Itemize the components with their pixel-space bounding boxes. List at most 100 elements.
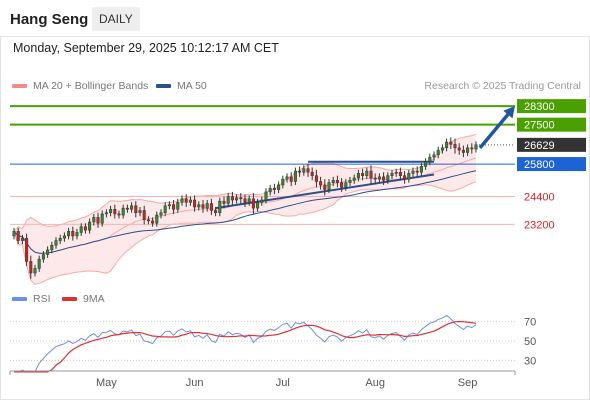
x-tick-label: Aug (365, 377, 385, 389)
instrument-title: Hang Seng (10, 11, 89, 28)
candle-body (285, 176, 289, 180)
candle-body (226, 196, 230, 204)
candle (46, 246, 50, 258)
candle-body (373, 177, 377, 180)
candle (319, 176, 323, 190)
candle-body (172, 204, 176, 210)
level-label-25800: 25800 (524, 159, 555, 171)
candle-body (419, 166, 423, 173)
candle (214, 206, 218, 217)
candle (201, 200, 205, 213)
candle (310, 167, 314, 181)
candle (12, 227, 16, 240)
candle (445, 138, 449, 152)
candle-body (298, 170, 302, 173)
candle (218, 197, 222, 217)
candle-body (310, 171, 314, 176)
bollinger-bands (13, 133, 477, 285)
candle-body (352, 177, 356, 181)
candle (352, 174, 356, 184)
candle (428, 153, 432, 166)
candle-body (432, 154, 436, 158)
candle-body (260, 199, 264, 203)
x-tick-label: May (96, 377, 117, 389)
x-tick-label: Sep (458, 377, 478, 389)
candle (121, 204, 125, 219)
candle-body (20, 238, 24, 241)
candle-body (92, 217, 96, 223)
candle (142, 205, 146, 225)
candle (453, 138, 457, 154)
candle (256, 198, 260, 212)
candle-body (306, 168, 310, 173)
candle (289, 172, 293, 187)
candle-body (331, 180, 335, 183)
candle-body (289, 176, 293, 182)
candle (298, 166, 302, 177)
candle (365, 167, 369, 180)
candle-body (356, 173, 360, 179)
rsi-tick-label: 50 (524, 336, 536, 348)
candle (41, 251, 45, 263)
candle (205, 200, 209, 212)
rsi-tick-label: 70 (524, 317, 536, 329)
candle-body (445, 141, 449, 149)
candle-body (319, 181, 323, 186)
candle (356, 169, 360, 182)
candle-body (424, 161, 428, 167)
candle (470, 143, 474, 154)
candle (83, 223, 87, 234)
level-tag-26629 (517, 137, 586, 152)
candle (461, 145, 465, 158)
x-tick-label: Jul (276, 377, 290, 389)
candle-body (230, 196, 234, 201)
candle-body (142, 210, 146, 220)
candle (25, 233, 29, 267)
candle (268, 184, 272, 196)
forecast-arrow-head (503, 106, 515, 119)
candle-body (138, 210, 142, 214)
timeframe-badge[interactable]: DAILY (92, 7, 140, 31)
candle-body (58, 238, 62, 241)
candle (403, 171, 407, 184)
candle-body (466, 147, 470, 153)
candle-body (54, 240, 58, 246)
candle-body (71, 231, 75, 237)
candle (33, 264, 37, 277)
candle-body (130, 205, 134, 210)
candle (209, 198, 213, 216)
candle-body (327, 182, 331, 190)
candle (16, 227, 20, 245)
candle (188, 196, 192, 206)
candle (100, 210, 104, 227)
candle-body (314, 175, 318, 182)
candle (20, 234, 24, 245)
candle-body (457, 147, 461, 151)
candle (226, 193, 230, 207)
candle-body (83, 226, 87, 231)
candle-body (37, 258, 41, 269)
candle (96, 212, 100, 228)
candle (432, 151, 436, 161)
candle (239, 193, 243, 204)
level-label-28300: 28300 (524, 101, 555, 113)
x-tick-label: Jun (186, 377, 204, 389)
candle-body (243, 198, 247, 203)
candle (335, 175, 339, 188)
candle-body (281, 178, 285, 186)
candle (159, 209, 163, 219)
candle-body (104, 212, 108, 215)
candle-body (16, 231, 20, 241)
candle (281, 175, 285, 189)
candle-body (377, 176, 381, 180)
candle-body (369, 170, 373, 179)
candle (180, 195, 184, 206)
candle-body (361, 173, 365, 176)
candle (419, 162, 423, 176)
forecast-arrow (478, 106, 515, 149)
candle (146, 216, 150, 225)
candle-body (344, 182, 348, 188)
candle (394, 168, 398, 177)
candle (373, 173, 377, 184)
